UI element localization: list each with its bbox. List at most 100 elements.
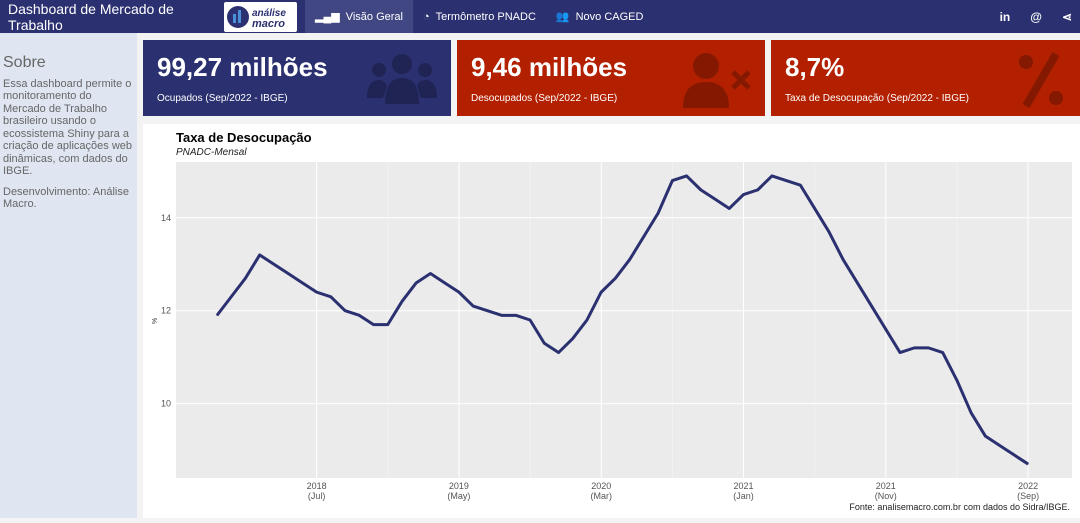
data-point (344, 310, 346, 312)
y-tick-label: 14 (161, 213, 171, 223)
tab-termometro-pnadc[interactable]: ◔ Termômetro PNADC (423, 10, 536, 23)
x-tick-label: 2022 (1018, 481, 1038, 491)
data-point (814, 207, 816, 209)
navbar: Dashboard de Mercado de Trabalho análise… (0, 0, 1080, 33)
card-ocupados: 99,27 milhões Ocupados (Sep/2022 - IBGE) (143, 40, 451, 116)
data-point (558, 352, 560, 354)
x-tick-sublabel: (Sep) (1017, 491, 1039, 501)
data-point (728, 207, 730, 209)
data-point (785, 180, 787, 182)
svg-text:macro: macro (252, 18, 285, 30)
data-point (643, 235, 645, 237)
chart-caption: Fonte: analisemacro.com.br com dados do … (849, 502, 1070, 512)
unemployment-line-chart: Taxa de Desocupação PNADC-Mensal % Fonte… (152, 130, 1072, 512)
data-point (956, 379, 958, 381)
sidebar-description: Essa dashboard permite o monitoramento d… (3, 77, 133, 178)
data-point (429, 273, 431, 275)
x-tick-label: 2020 (591, 481, 611, 491)
data-point (970, 412, 972, 414)
data-point (529, 319, 531, 321)
data-point (1027, 463, 1029, 465)
data-point (501, 314, 503, 316)
chart-subtitle: PNADC-Mensal (176, 147, 247, 158)
y-tick-label: 12 (161, 306, 171, 316)
data-point (259, 254, 261, 256)
sidebar: Sobre Essa dashboard permite o monitoram… (0, 33, 137, 518)
data-point (771, 175, 773, 177)
plot-background (176, 162, 1072, 478)
data-point (600, 291, 602, 293)
tab-visao-geral[interactable]: ▂▄▆ Visão Geral (305, 0, 413, 33)
data-point (373, 324, 375, 326)
data-point (928, 347, 929, 349)
data-point (486, 310, 488, 312)
data-point (358, 314, 360, 316)
data-point (273, 263, 275, 265)
card-taxa-desocupacao: 8,7% Taxa de Desocupação (Sep/2022 - IBG… (771, 40, 1080, 116)
data-point (757, 189, 759, 191)
data-point (316, 291, 318, 293)
data-point (700, 189, 702, 191)
data-point (799, 184, 801, 186)
data-point (472, 305, 474, 307)
data-point (216, 314, 218, 316)
data-point (301, 282, 303, 284)
data-point (671, 180, 673, 182)
x-tick-label: 2021 (733, 481, 753, 491)
card-desocupados: 9,46 milhões Desocupados (Sep/2022 - IBG… (457, 40, 765, 116)
data-point (856, 282, 858, 284)
data-point (899, 352, 901, 354)
data-point (415, 282, 417, 284)
x-tick-label: 2019 (449, 481, 469, 491)
data-point (842, 259, 844, 261)
data-point (629, 259, 631, 261)
svg-text:análise: análise (252, 8, 286, 19)
data-point (401, 300, 403, 302)
chart-title: Taxa de Desocupação (176, 130, 312, 145)
user-times-icon (683, 53, 751, 108)
data-point (743, 194, 745, 196)
x-tick-label: 2021 (876, 481, 896, 491)
data-point (330, 296, 332, 298)
data-point (913, 347, 915, 349)
x-tick-label: 2018 (307, 481, 327, 491)
email-icon[interactable]: @ (1030, 9, 1042, 24)
data-point (387, 324, 389, 326)
x-tick-sublabel: (Jul) (308, 491, 326, 501)
bar-signal-icon: ▂▄▆ (315, 11, 340, 23)
data-point (543, 342, 545, 344)
data-point (942, 352, 944, 354)
data-point (287, 273, 289, 275)
x-tick-sublabel: (Mar) (590, 491, 612, 501)
data-point (1013, 454, 1015, 456)
share-icon[interactable]: ⋖ (1061, 9, 1072, 24)
data-point (871, 305, 873, 307)
sidebar-dev: Desenvolvimento: Análise Macro. (3, 185, 129, 211)
data-point (885, 328, 887, 330)
data-point (572, 338, 574, 340)
data-point (828, 231, 830, 233)
data-point (714, 198, 716, 200)
chart-panel: Taxa de Desocupação PNADC-Mensal % Fonte… (143, 124, 1080, 518)
x-tick-sublabel: (Jan) (733, 491, 754, 501)
linkedin-icon[interactable]: in (999, 9, 1011, 24)
data-point (444, 282, 446, 284)
y-tick-label: 10 (161, 399, 171, 409)
x-tick-sublabel: (May) (447, 491, 470, 501)
data-point (586, 319, 588, 321)
percent-icon (1019, 52, 1063, 108)
app-title: Dashboard de Mercado de Trabalho (8, 0, 174, 33)
data-point (686, 175, 688, 177)
data-point (515, 314, 517, 316)
data-point (458, 291, 460, 293)
data-point (614, 277, 616, 279)
analise-macro-logo[interactable]: análise macro (224, 1, 297, 32)
data-point (230, 296, 232, 298)
tab-novo-caged[interactable]: 👥 Novo CAGED (555, 10, 644, 24)
data-point (657, 212, 659, 214)
gauge-icon: ◔ (423, 10, 430, 23)
data-point (984, 435, 986, 437)
data-point (999, 444, 1001, 446)
y-axis-label: % (152, 318, 159, 324)
sidebar-heading: Sobre (3, 54, 46, 71)
